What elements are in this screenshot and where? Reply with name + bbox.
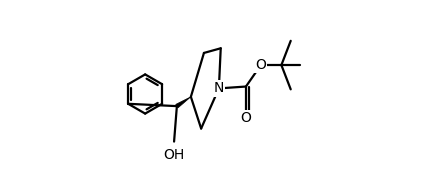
Text: O: O: [240, 111, 251, 125]
Text: O: O: [256, 58, 266, 72]
Text: N: N: [214, 81, 224, 95]
Polygon shape: [176, 97, 191, 108]
Text: OH: OH: [164, 148, 185, 162]
